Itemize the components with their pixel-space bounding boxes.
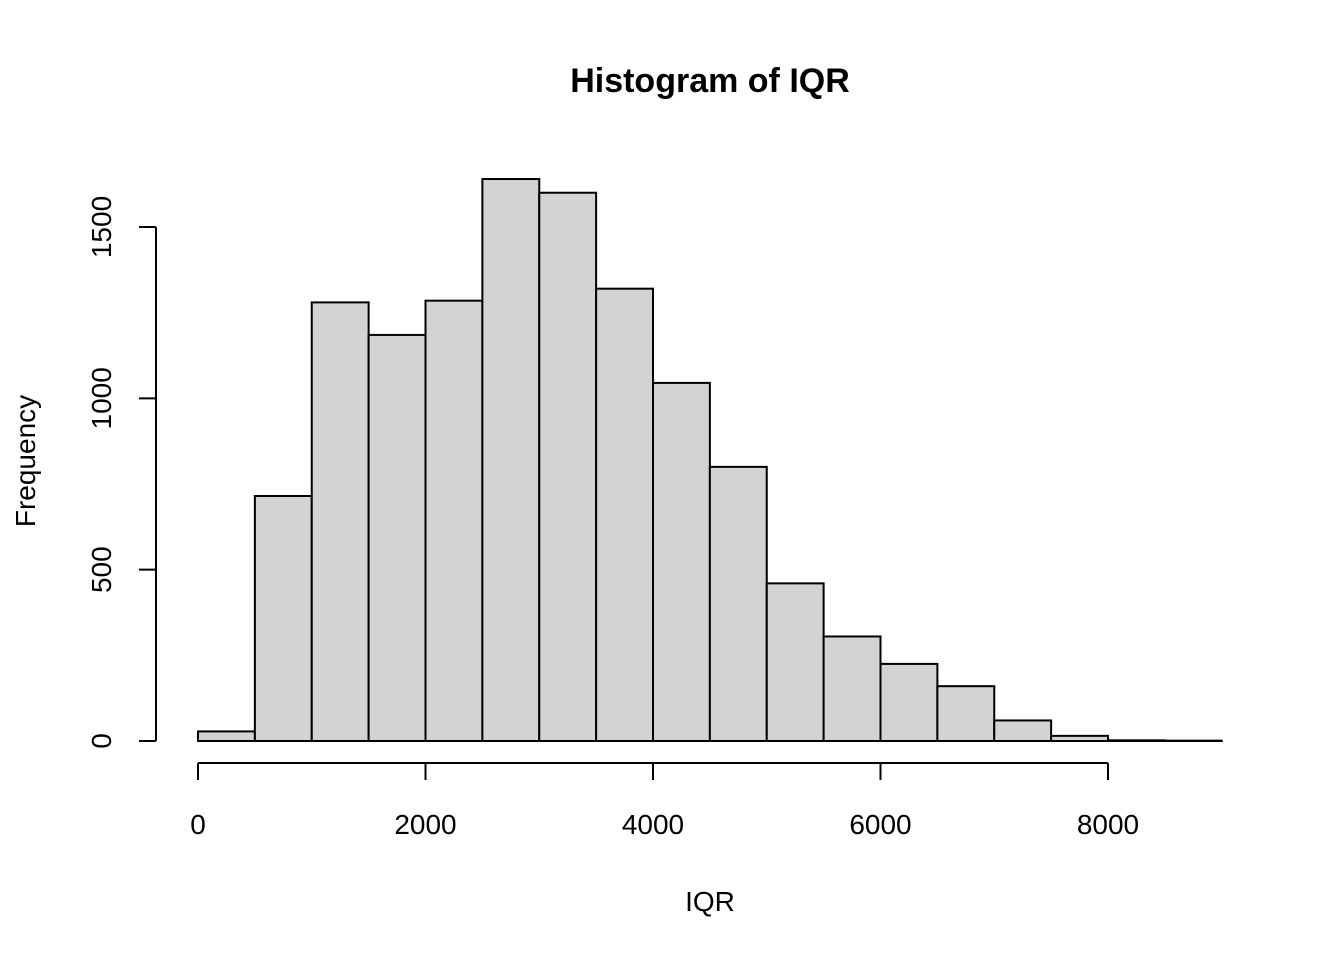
histogram-bar <box>822 635 882 743</box>
x-tick-label: 8000 <box>1077 809 1139 840</box>
histogram-bar <box>253 494 313 743</box>
histogram-bar <box>367 333 427 742</box>
x-axis: 0 2000 4000 6000 8000 <box>190 762 1139 840</box>
histogram-bar <box>595 287 654 742</box>
histogram-bar <box>481 178 541 742</box>
histogram-bar <box>993 719 1053 743</box>
histogram-bar <box>538 191 598 742</box>
y-tick-label: 1500 <box>86 196 117 258</box>
y-tick-label: 0 <box>86 733 117 749</box>
y-axis-label: Frequency <box>10 395 41 527</box>
x-axis-label: IQR <box>685 886 735 917</box>
y-tick-label: 500 <box>86 546 117 593</box>
x-tick-label: 2000 <box>394 809 456 840</box>
histogram-bar <box>765 582 825 743</box>
y-tick-label: 1000 <box>86 367 117 429</box>
histogram-bar <box>197 730 256 743</box>
x-tick-label: 6000 <box>849 809 911 840</box>
histogram-bar <box>310 301 370 742</box>
histogram-bar <box>879 662 939 743</box>
x-tick-label: 0 <box>190 809 206 840</box>
chart-title: Histogram of IQR <box>570 62 850 100</box>
bars <box>197 178 1223 743</box>
histogram-bar <box>936 685 996 743</box>
y-axis: 0 500 1000 1500 <box>86 196 157 749</box>
x-tick-label: 4000 <box>622 809 684 840</box>
histogram-bar <box>1050 734 1109 742</box>
histogram-bar <box>652 381 711 742</box>
histogram-bar <box>708 465 768 742</box>
histogram-bar <box>424 299 484 742</box>
histogram-bar <box>1107 739 1166 742</box>
